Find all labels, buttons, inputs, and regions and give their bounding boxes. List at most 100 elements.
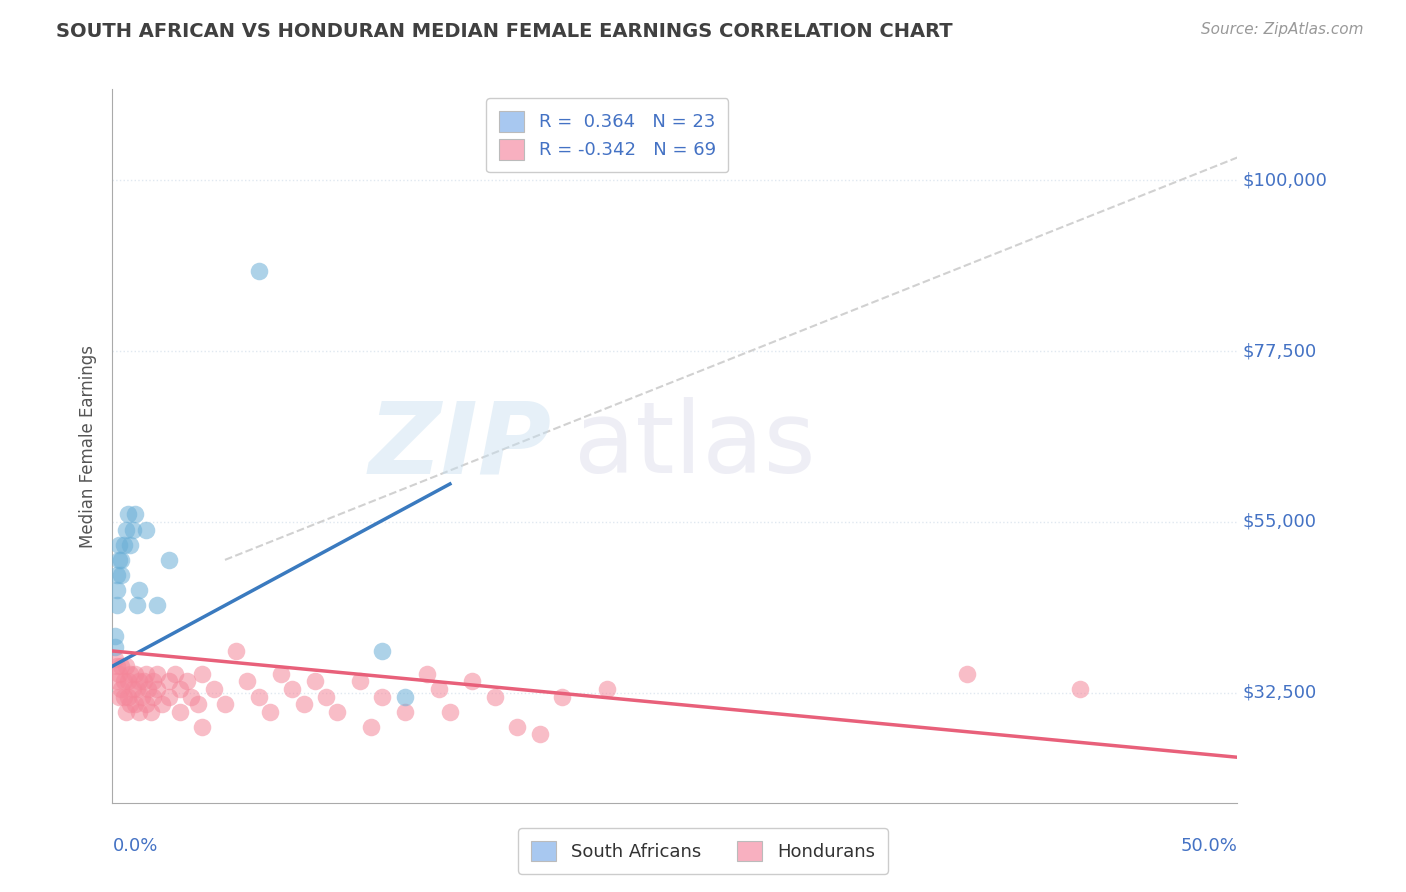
Point — [180, 690, 202, 704]
Point — [112, 674, 135, 689]
Text: 50.0%: 50.0% — [1181, 837, 1237, 855]
Point — [105, 599, 128, 613]
Point — [187, 697, 209, 711]
Point — [108, 553, 131, 567]
Point — [117, 674, 139, 689]
Text: $32,500: $32,500 — [1243, 684, 1317, 702]
Point — [121, 523, 143, 537]
Point — [394, 690, 416, 704]
Point — [146, 666, 169, 681]
Point — [247, 264, 270, 278]
Point — [1069, 681, 1091, 696]
Point — [236, 674, 259, 689]
Point — [127, 599, 149, 613]
Point — [120, 697, 142, 711]
Point — [120, 538, 142, 552]
Point — [506, 720, 529, 734]
Point — [110, 681, 132, 696]
Point — [326, 705, 349, 719]
Point — [202, 681, 225, 696]
Point — [112, 690, 135, 704]
Point — [165, 666, 187, 681]
Point — [349, 674, 371, 689]
Point — [956, 666, 979, 681]
Point — [110, 568, 132, 582]
Point — [146, 681, 169, 696]
Point — [108, 690, 131, 704]
Point — [157, 674, 180, 689]
Point — [108, 538, 131, 552]
Point — [371, 690, 394, 704]
Legend: South Africans, Hondurans: South Africans, Hondurans — [519, 828, 887, 874]
Point — [150, 697, 173, 711]
Point — [461, 674, 484, 689]
Point — [315, 690, 337, 704]
Point — [104, 629, 127, 643]
Point — [360, 720, 382, 734]
Legend: R =  0.364   N = 23, R = -0.342   N = 69: R = 0.364 N = 23, R = -0.342 N = 69 — [486, 98, 728, 172]
Text: 0.0%: 0.0% — [112, 837, 157, 855]
Point — [138, 681, 160, 696]
Point — [529, 727, 551, 741]
Point — [169, 705, 191, 719]
Point — [135, 697, 157, 711]
Point — [128, 705, 150, 719]
Point — [371, 644, 394, 658]
Point — [142, 690, 165, 704]
Point — [551, 690, 574, 704]
Text: atlas: atlas — [574, 398, 815, 494]
Point — [259, 705, 281, 719]
Point — [110, 659, 132, 673]
Point — [104, 651, 127, 665]
Text: Source: ZipAtlas.com: Source: ZipAtlas.com — [1201, 22, 1364, 37]
Point — [304, 674, 326, 689]
Point — [105, 583, 128, 598]
Point — [281, 681, 304, 696]
Point — [135, 666, 157, 681]
Point — [124, 697, 146, 711]
Point — [135, 523, 157, 537]
Point — [105, 568, 128, 582]
Point — [146, 599, 169, 613]
Point — [225, 644, 247, 658]
Point — [127, 681, 149, 696]
Point — [105, 659, 128, 673]
Point — [416, 666, 439, 681]
Point — [117, 508, 139, 522]
Point — [104, 640, 127, 655]
Point — [427, 681, 450, 696]
Point — [191, 666, 214, 681]
Text: $100,000: $100,000 — [1243, 171, 1327, 189]
Point — [169, 681, 191, 696]
Point — [142, 674, 165, 689]
Point — [115, 659, 138, 673]
Y-axis label: Median Female Earnings: Median Female Earnings — [79, 344, 97, 548]
Point — [596, 681, 619, 696]
Point — [157, 553, 180, 567]
Point — [214, 697, 236, 711]
Point — [157, 690, 180, 704]
Point — [112, 538, 135, 552]
Point — [132, 674, 155, 689]
Point — [394, 705, 416, 719]
Point — [128, 583, 150, 598]
Point — [120, 666, 142, 681]
Point — [139, 705, 162, 719]
Point — [439, 705, 461, 719]
Text: SOUTH AFRICAN VS HONDURAN MEDIAN FEMALE EARNINGS CORRELATION CHART: SOUTH AFRICAN VS HONDURAN MEDIAN FEMALE … — [56, 22, 953, 41]
Point — [292, 697, 315, 711]
Point — [105, 674, 128, 689]
Point — [484, 690, 506, 704]
Point — [121, 681, 143, 696]
Text: $77,500: $77,500 — [1243, 343, 1317, 360]
Text: $55,000: $55,000 — [1243, 513, 1317, 531]
Point — [124, 666, 146, 681]
Text: ZIP: ZIP — [368, 398, 551, 494]
Point — [117, 690, 139, 704]
Point — [176, 674, 198, 689]
Point — [115, 523, 138, 537]
Point — [108, 666, 131, 681]
Point — [131, 690, 153, 704]
Point — [247, 690, 270, 704]
Point — [124, 508, 146, 522]
